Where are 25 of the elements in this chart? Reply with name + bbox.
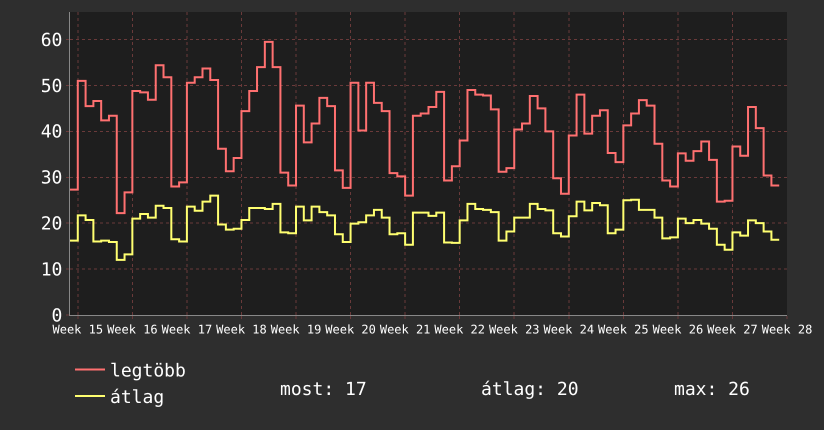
x-tick-label: Week 17	[162, 322, 212, 336]
y-tick-label: 40	[40, 122, 62, 143]
x-tick-label: Week 21	[380, 322, 430, 336]
legend-label: átlag	[110, 386, 164, 408]
x-tick-label: Week 20	[325, 322, 376, 336]
y-tick-label: 20	[40, 213, 62, 234]
x-tick-label: Week 24	[543, 322, 594, 336]
x-tick-label: Week 19	[270, 322, 322, 336]
y-tick-label: 50	[40, 76, 62, 97]
x-tick-label: Week 22	[434, 322, 485, 336]
legend-label: legtöbb	[110, 360, 186, 382]
x-tick-label: Week 25	[598, 322, 649, 336]
y-tick-label: 60	[40, 30, 62, 51]
x-tick-label: Week 28	[762, 322, 812, 336]
x-tick-label: Week 15	[52, 322, 104, 336]
x-tick-label: Week 16	[107, 322, 158, 336]
text: most: 17	[280, 379, 367, 400]
x-tick-label: Week 26	[652, 322, 704, 336]
x-tick-label: Week 23	[488, 322, 540, 336]
text: átlag: 20	[481, 379, 579, 400]
y-tick-label: 30	[40, 168, 62, 189]
x-tick-label: Week 18	[216, 322, 267, 336]
text: max: 26	[674, 379, 750, 400]
x-tick-label: Week 27	[707, 322, 758, 336]
y-tick-label: 10	[40, 259, 62, 280]
